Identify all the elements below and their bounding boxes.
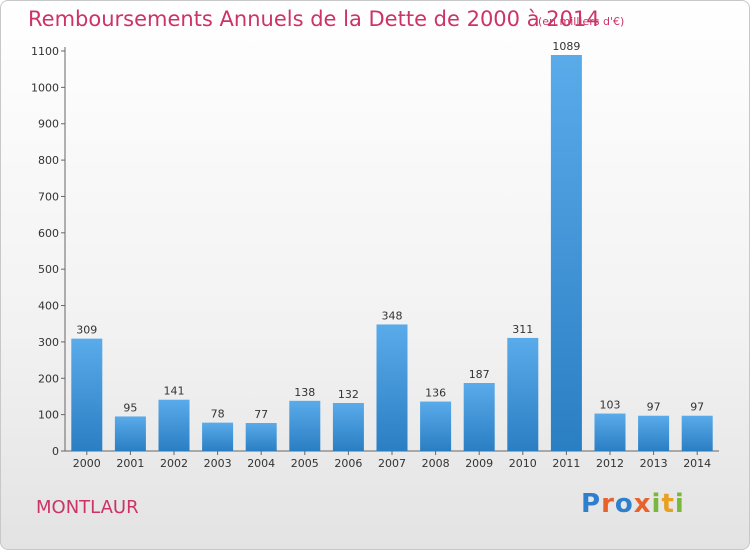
bar-2014 bbox=[681, 415, 713, 451]
x-tick-label: 2012 bbox=[596, 457, 624, 470]
bar-2007 bbox=[376, 324, 408, 451]
bar-2005 bbox=[289, 400, 321, 451]
x-tick-label: 2004 bbox=[247, 457, 275, 470]
bar-2004 bbox=[245, 423, 277, 451]
x-tick-label: 2006 bbox=[334, 457, 362, 470]
bar-2003 bbox=[202, 422, 234, 451]
data-label: 97 bbox=[690, 401, 704, 414]
bar-2008 bbox=[420, 401, 452, 451]
data-label: 77 bbox=[254, 408, 268, 421]
logo-letter: r bbox=[601, 489, 615, 519]
y-tick-label: 0 bbox=[52, 445, 59, 458]
bar-2011 bbox=[550, 55, 582, 451]
chart-unit: (en milliers d'€) bbox=[538, 15, 625, 28]
x-tick-label: 2001 bbox=[116, 457, 144, 470]
bar-2009 bbox=[463, 383, 495, 451]
y-tick-label: 1000 bbox=[31, 81, 59, 94]
x-tick-label: 2003 bbox=[204, 457, 232, 470]
bar-2006 bbox=[332, 403, 364, 451]
data-label: 141 bbox=[164, 385, 185, 398]
bar-2010 bbox=[507, 337, 539, 451]
x-tick-label: 2009 bbox=[465, 457, 493, 470]
x-tick-label: 2002 bbox=[160, 457, 188, 470]
logo-letter: i bbox=[674, 489, 685, 519]
y-tick-label: 900 bbox=[38, 118, 59, 131]
y-tick-label: 500 bbox=[38, 263, 59, 276]
y-tick-label: 200 bbox=[38, 372, 59, 385]
proxiti-logo: Proxiti bbox=[581, 489, 685, 519]
y-tick-label: 300 bbox=[38, 336, 59, 349]
x-tick-label: 2010 bbox=[509, 457, 537, 470]
data-label: 97 bbox=[647, 401, 661, 414]
bar-2013 bbox=[638, 415, 670, 451]
data-label: 1089 bbox=[552, 40, 580, 53]
bar-2012 bbox=[594, 413, 626, 451]
logo-letter: P bbox=[581, 489, 602, 519]
x-tick-label: 2005 bbox=[291, 457, 319, 470]
data-label: 95 bbox=[123, 401, 137, 414]
y-tick-label: 400 bbox=[38, 300, 59, 313]
logo-letter: o bbox=[614, 489, 634, 519]
x-tick-label: 2008 bbox=[422, 457, 450, 470]
bar-2002 bbox=[158, 399, 190, 451]
data-label: 311 bbox=[512, 323, 533, 336]
data-label: 132 bbox=[338, 388, 359, 401]
x-tick-label: 2014 bbox=[683, 457, 711, 470]
x-tick-label: 2007 bbox=[378, 457, 406, 470]
x-tick-label: 2011 bbox=[552, 457, 580, 470]
data-label: 309 bbox=[76, 324, 97, 337]
logo-letter: i bbox=[651, 489, 662, 519]
y-tick-label: 100 bbox=[38, 409, 59, 422]
y-tick-label: 1100 bbox=[31, 45, 59, 58]
data-label: 136 bbox=[425, 387, 446, 400]
logo-letter: t bbox=[661, 489, 675, 519]
data-label: 78 bbox=[211, 408, 225, 421]
y-tick-label: 700 bbox=[38, 190, 59, 203]
bar-2001 bbox=[114, 416, 146, 451]
chart-title: Remboursements Annuels de la Dette de 20… bbox=[28, 7, 600, 31]
x-tick-label: 2013 bbox=[640, 457, 668, 470]
data-label: 138 bbox=[294, 386, 315, 399]
data-label: 187 bbox=[469, 368, 490, 381]
data-label: 103 bbox=[600, 399, 621, 412]
logo-letter: x bbox=[633, 489, 652, 519]
y-tick-label: 600 bbox=[38, 227, 59, 240]
bar-2000 bbox=[71, 338, 103, 451]
data-label: 348 bbox=[382, 309, 403, 322]
y-tick-label: 800 bbox=[38, 154, 59, 167]
x-tick-label: 2000 bbox=[73, 457, 101, 470]
commune-name: MONTLAUR bbox=[36, 497, 139, 518]
